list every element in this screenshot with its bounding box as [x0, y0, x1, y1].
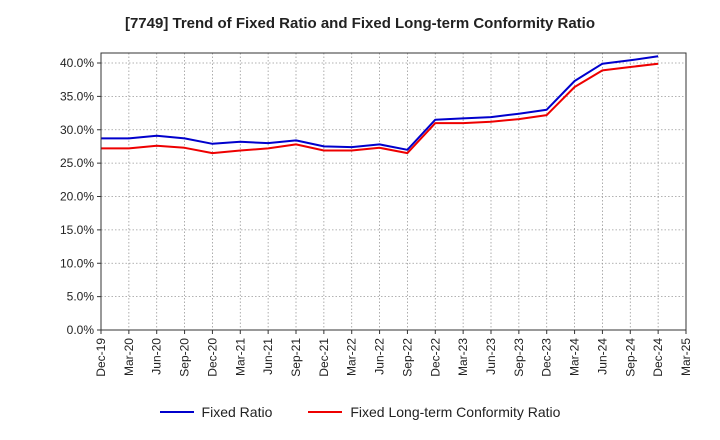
y-tick-label: 20.0% [60, 190, 94, 204]
x-tick-label: Sep-22 [400, 338, 414, 377]
grid-lines [100, 53, 687, 331]
chart-title: [7749] Trend of Fixed Ratio and Fixed Lo… [124, 15, 596, 32]
y-tick-label: 35.0% [60, 89, 94, 103]
x-tick-label: Dec-23 [540, 338, 554, 377]
series-line-fixed-ratio [101, 55, 659, 151]
legend-item-fixed-ratio: Fixed Ratio [159, 404, 273, 420]
x-tick-label: Jun-20 [150, 338, 164, 375]
legend-swatch-fixed-ratio [159, 411, 194, 413]
x-tick-label: Dec-20 [205, 338, 219, 377]
y-axis-ticks: 0.0% 5.0% 10.0% 15.0% 20.0% 25.0% 30.0% 35.0% 40… [60, 56, 101, 337]
x-tick-label: Dec-21 [317, 338, 331, 377]
x-tick-label: Jun-23 [484, 338, 498, 375]
legend-swatch-conformity-ratio [308, 411, 343, 413]
y-tick-label: 0.0% [67, 323, 95, 337]
x-tick-label: Mar-20 [122, 338, 136, 376]
x-tick-label: Mar-21 [233, 338, 247, 376]
x-tick-label: Sep-20 [178, 338, 192, 377]
x-tick-label: Mar-22 [345, 338, 359, 376]
legend-label-conformity-ratio: Fixed Long-term Conformity Ratio [350, 404, 561, 420]
x-tick-label: Sep-21 [289, 338, 303, 377]
series-lines [101, 55, 659, 155]
legend-label-fixed-ratio: Fixed Ratio [201, 404, 273, 420]
x-tick-label: Jun-24 [595, 338, 609, 375]
x-tick-label: Mar-24 [568, 338, 582, 376]
x-tick-label: Sep-23 [512, 338, 526, 377]
legend-item-conformity-ratio: Fixed Long-term Conformity Ratio [308, 404, 560, 420]
x-tick-label: Dec-24 [651, 338, 665, 377]
y-tick-label: 25.0% [60, 156, 94, 170]
series-line-conformity-ratio [101, 62, 659, 155]
x-tick-label: Mar-23 [456, 338, 470, 376]
y-tick-label: 30.0% [60, 123, 94, 137]
x-tick-label: Jun-22 [373, 338, 387, 375]
y-tick-label: 40.0% [60, 56, 94, 70]
x-tick-label: Jun-21 [261, 338, 275, 375]
x-tick-label: Sep-24 [623, 338, 637, 377]
y-tick-label: 15.0% [60, 223, 94, 237]
x-axis-ticks: Dec-19 Mar-20 Jun-20 Sep-20 Dec-20 Mar-21 Jun-… [94, 330, 693, 377]
legend: Fixed Ratio Fixed Long-term Conformity R… [0, 404, 720, 420]
plot-area [101, 53, 686, 330]
x-tick-label: Dec-19 [94, 338, 108, 377]
x-tick-label: Mar-25 [679, 338, 693, 376]
y-tick-label: 5.0% [67, 290, 95, 304]
plot-frame [100, 52, 687, 331]
y-tick-label: 10.0% [60, 256, 94, 270]
x-tick-label: Dec-22 [428, 338, 442, 377]
